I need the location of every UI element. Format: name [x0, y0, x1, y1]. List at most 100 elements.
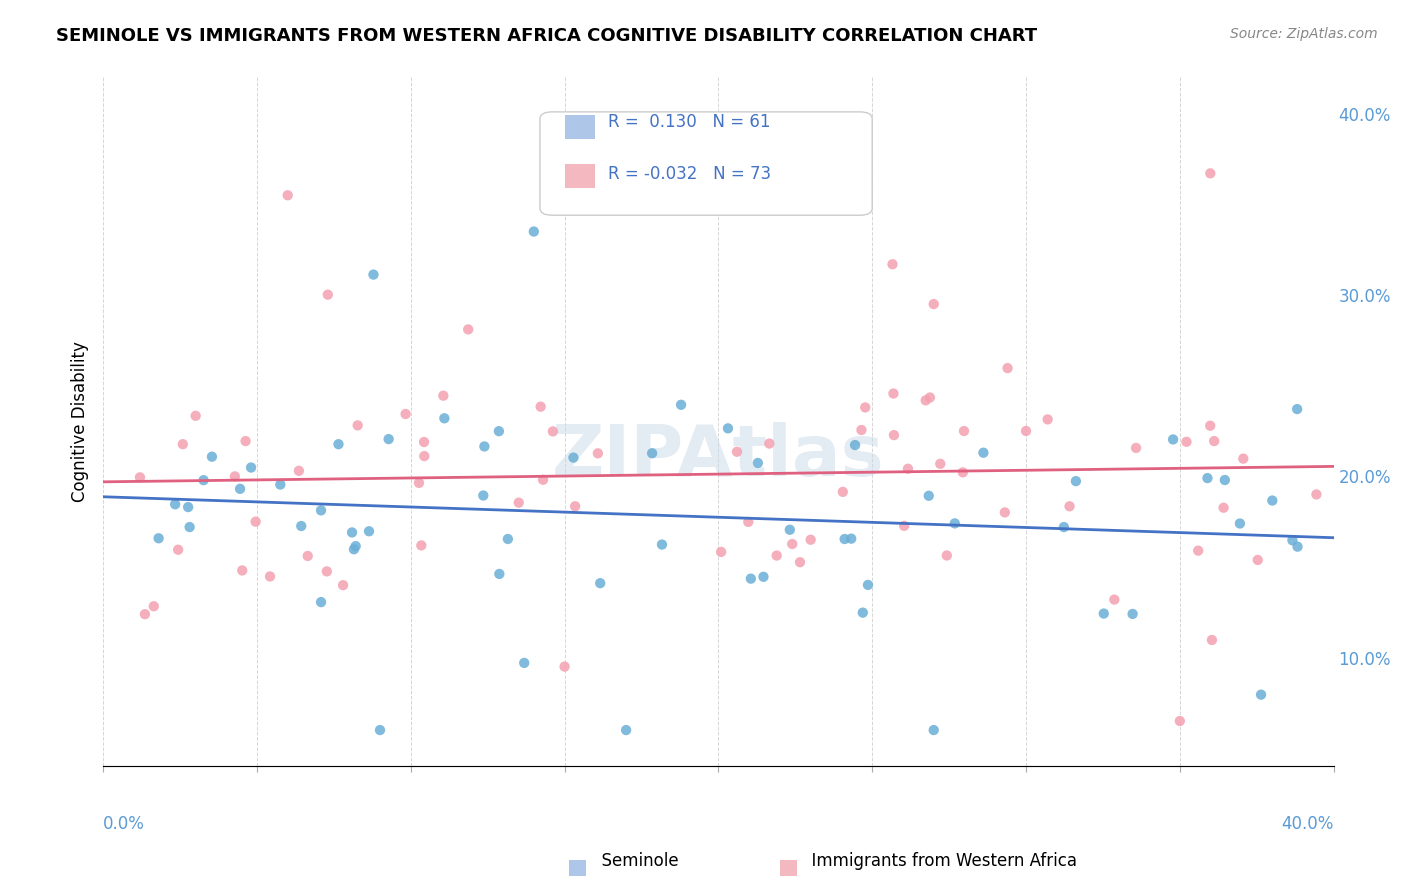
Point — [725, 444, 748, 458]
Point — [315, 565, 337, 579]
Point — [167, 542, 190, 557]
Point — [765, 549, 787, 563]
Point — [586, 446, 609, 460]
Bar — [565, 163, 595, 187]
Point — [882, 386, 904, 401]
Point — [1199, 166, 1222, 180]
Point — [433, 411, 456, 425]
Y-axis label: Cognitive Disability: Cognitive Disability — [72, 342, 89, 502]
Point — [235, 434, 257, 448]
Point — [1187, 543, 1209, 558]
Point — [717, 421, 740, 435]
Point — [844, 438, 866, 452]
Point — [240, 460, 263, 475]
Point — [531, 473, 554, 487]
Point — [474, 440, 496, 454]
Point — [1036, 412, 1059, 426]
Point — [245, 515, 267, 529]
Point — [177, 500, 200, 514]
Point — [408, 475, 430, 490]
Point — [914, 393, 936, 408]
Point — [780, 537, 803, 551]
Point — [316, 287, 339, 301]
Point — [935, 549, 957, 563]
Point — [1168, 714, 1191, 728]
Point — [224, 469, 246, 483]
Point — [554, 659, 576, 673]
Point — [1201, 632, 1223, 647]
Point — [1015, 424, 1038, 438]
Point — [1286, 402, 1309, 417]
Point — [740, 572, 762, 586]
Point — [839, 532, 862, 546]
Point — [614, 723, 637, 737]
Point — [1125, 441, 1147, 455]
Text: Immigrants from Western Africa: Immigrants from Western Africa — [801, 852, 1077, 870]
Point — [457, 322, 479, 336]
Point — [1305, 487, 1327, 501]
Point — [834, 532, 856, 546]
Text: R = -0.032   N = 73: R = -0.032 N = 73 — [607, 165, 770, 183]
Point — [277, 188, 299, 202]
Point — [882, 257, 904, 271]
Point — [309, 503, 332, 517]
Point — [943, 516, 966, 531]
Point — [394, 407, 416, 421]
Point — [1229, 516, 1251, 531]
Point — [758, 436, 780, 450]
Point — [1250, 688, 1272, 702]
Point — [800, 533, 823, 547]
Point — [997, 361, 1019, 376]
Point — [328, 437, 350, 451]
Point — [710, 545, 733, 559]
Point — [1064, 474, 1087, 488]
Point — [929, 457, 952, 471]
Point — [922, 723, 945, 737]
Point — [1092, 607, 1115, 621]
Point — [340, 525, 363, 540]
Point — [952, 466, 974, 480]
Point — [332, 578, 354, 592]
Point — [562, 450, 585, 465]
Text: SEMINOLE VS IMMIGRANTS FROM WESTERN AFRICA COGNITIVE DISABILITY CORRELATION CHAR: SEMINOLE VS IMMIGRANTS FROM WESTERN AFRI… — [56, 27, 1038, 45]
Point — [413, 449, 436, 463]
Point — [411, 538, 433, 552]
Point — [368, 723, 391, 737]
Point — [789, 555, 811, 569]
Point — [1232, 451, 1254, 466]
Point — [231, 564, 253, 578]
Point — [651, 537, 673, 551]
Point — [589, 576, 612, 591]
Point — [297, 549, 319, 563]
Text: 0.0%: 0.0% — [103, 814, 145, 832]
Point — [129, 470, 152, 484]
Point — [953, 424, 976, 438]
Point — [1247, 553, 1270, 567]
Point — [1104, 592, 1126, 607]
Point — [1161, 433, 1184, 447]
Point — [641, 446, 664, 460]
Point — [488, 424, 510, 438]
Point — [343, 542, 366, 557]
Point — [752, 570, 775, 584]
Point — [856, 578, 879, 592]
Point — [1122, 607, 1144, 621]
Point — [269, 477, 291, 491]
Point — [229, 482, 252, 496]
Point — [472, 489, 495, 503]
Point — [142, 599, 165, 614]
Point — [1053, 520, 1076, 534]
Text: Source: ZipAtlas.com: Source: ZipAtlas.com — [1230, 27, 1378, 41]
Bar — [565, 115, 595, 139]
Point — [172, 437, 194, 451]
Point — [523, 225, 546, 239]
Point — [918, 391, 941, 405]
Point — [179, 520, 201, 534]
Point — [897, 462, 920, 476]
Point — [1199, 418, 1222, 433]
Point — [747, 456, 769, 470]
Point — [779, 523, 801, 537]
Point — [134, 607, 156, 622]
Point — [564, 500, 586, 514]
Point — [737, 515, 759, 529]
